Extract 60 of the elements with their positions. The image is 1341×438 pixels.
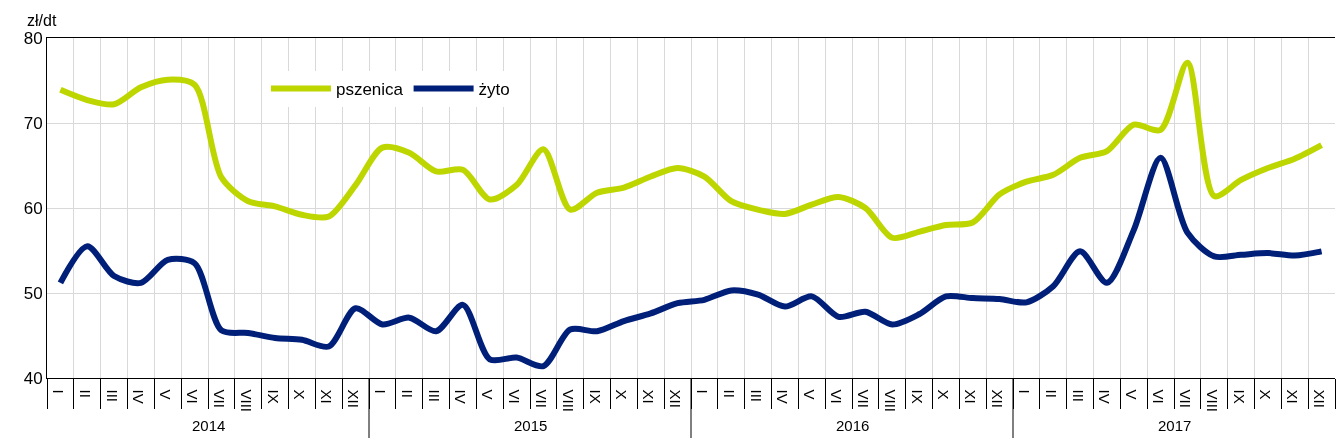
y-tick-label: 70 — [23, 113, 43, 133]
text: 2017 — [1158, 417, 1192, 434]
x-tick-label: VII — [854, 389, 872, 408]
x-tick-label: II — [1042, 389, 1060, 398]
x-tick-label: IV — [130, 389, 148, 404]
x-tick-label: VI — [1150, 389, 1168, 404]
x-tick-label: XI — [962, 389, 980, 404]
x-tick-label: IV — [774, 389, 792, 404]
x-tick-label: X — [935, 389, 953, 400]
x-tick-label: IV — [1096, 389, 1114, 404]
x-tick-label: VII — [210, 389, 228, 408]
text: 2014 — [192, 417, 226, 434]
x-tick-label: VII — [1176, 389, 1194, 408]
x-tick-label: II — [398, 389, 416, 398]
x-tick-label: XI — [1284, 389, 1302, 404]
x-tick-label: I — [693, 389, 711, 394]
x-tick-label: V — [801, 389, 819, 400]
x-tick-label: VI — [184, 389, 202, 404]
y-tick-label: 50 — [23, 283, 43, 303]
x-tick-label: III — [747, 389, 765, 403]
x-tick-label: VIII — [559, 389, 577, 413]
x-tick-label: III — [425, 389, 443, 403]
x-tick-label: II — [76, 389, 94, 398]
x-tick-label: X — [613, 389, 631, 400]
x-tick-label: IV — [452, 389, 470, 404]
x-tick-label: X — [1257, 389, 1275, 400]
x-tick-label: XI — [640, 389, 658, 404]
x-tick-label: I — [371, 389, 389, 394]
x-tick-label: IX — [586, 389, 604, 404]
x-tick-label: VIII — [237, 389, 255, 413]
x-tick-label: II — [720, 389, 738, 398]
x-tick-label: IX — [1230, 389, 1248, 404]
legend-label: pszenica — [335, 80, 404, 100]
x-tick-label: X — [291, 389, 309, 400]
text: 2016 — [836, 417, 870, 434]
x-tick-label: XI — [318, 389, 336, 404]
x-tick-label: III — [1069, 389, 1087, 403]
x-tick-label: I — [1015, 389, 1033, 394]
x-tick-label: XII — [989, 389, 1007, 408]
x-tick-label: XII — [345, 389, 363, 408]
y-tick-label: 40 — [23, 368, 43, 388]
x-tick-label: VI — [828, 389, 846, 404]
x-tick-label: VIII — [881, 389, 899, 413]
x-tick-label: V — [479, 389, 497, 400]
x-tick-label: VIII — [1203, 389, 1221, 413]
x-tick-label: VII — [532, 389, 550, 408]
y-tick-label: 60 — [23, 198, 43, 218]
legend-label: żyto — [478, 80, 510, 100]
x-tick-label: VI — [506, 389, 524, 404]
x-tick-label: I — [49, 389, 67, 394]
x-tick-label: IX — [908, 389, 926, 404]
x-tick-label: XII — [1311, 389, 1329, 408]
x-tick-label: III — [103, 389, 121, 403]
x-tick-label: V — [1123, 389, 1141, 400]
x-tick-label: V — [157, 389, 175, 400]
x-tick-label: XII — [667, 389, 685, 408]
text: 2015 — [514, 417, 548, 434]
x-tick-label: IX — [264, 389, 282, 404]
y-tick-label: 80 — [23, 28, 43, 48]
y-axis-title: zł/dt — [27, 12, 57, 29]
